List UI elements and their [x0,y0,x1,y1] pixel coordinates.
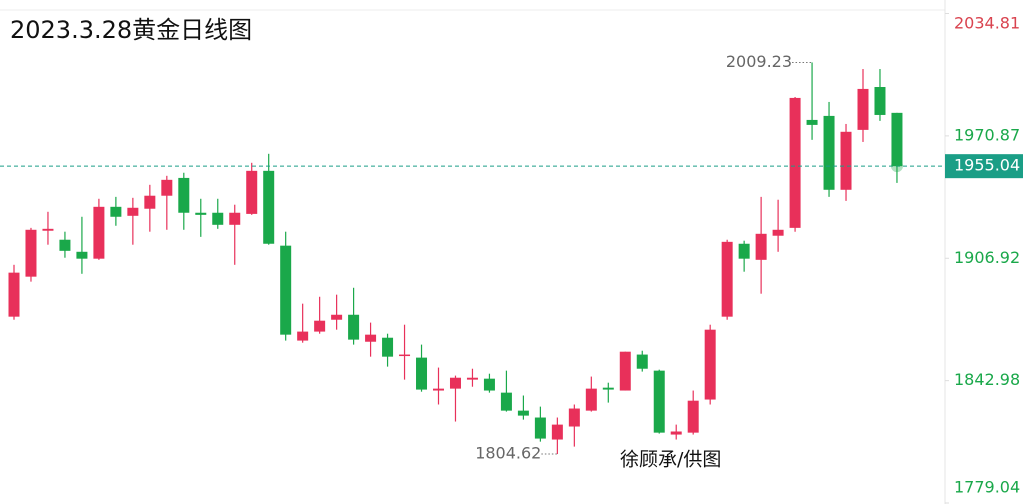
last-price-glow [890,160,903,173]
candle-body [602,387,614,390]
candle-body [568,408,580,427]
candle-body [416,357,428,390]
candle-body [466,377,478,380]
candle-body [806,119,818,125]
candle-body [127,207,139,216]
candle-body [670,431,682,435]
candle-body [144,195,156,209]
y-tick-label: 2034.81 [954,14,1020,33]
watermark: 徐顾承/供图 [620,449,721,471]
candle-body [704,329,716,400]
candle-body [195,212,207,215]
candle-body [246,170,258,214]
candle-body [738,243,750,259]
candle-body [636,354,648,369]
candle-body [280,245,292,335]
candle-body [823,115,835,190]
candle-body [857,88,869,130]
candle-body [755,233,767,260]
candle-body [653,370,665,433]
y-tick-label: 1906.92 [954,248,1020,267]
candle-body [93,206,105,259]
candle-body [314,320,326,332]
candle-body [585,388,597,411]
candle-body [297,331,309,341]
max-label: 2009.23 [726,52,792,71]
candle-body [229,212,241,225]
candle-body [263,170,275,244]
candle-body [619,351,631,391]
candle-body [348,314,360,340]
candle-body [687,400,699,433]
candle-body [500,392,512,411]
candle-body [483,378,495,391]
candle-body [331,314,343,320]
candle-body [42,228,54,231]
candle-body [534,417,546,439]
candle-body [551,424,563,440]
y-tick-label: 1842.98 [954,370,1020,389]
min-label: 1804.62 [475,444,541,463]
y-tick-label: 1779.04 [954,478,1020,497]
candle-body [365,334,377,342]
candle-body [59,239,71,251]
candle-body [433,388,444,391]
candle-body [110,206,122,217]
candle-body [8,272,20,317]
candle-body [449,377,461,389]
last-price-label: 1955.04 [954,156,1020,175]
candle-body [517,410,529,416]
candle-body [874,87,886,115]
candle-body [891,112,903,167]
candle-body [789,97,801,228]
candle-body [25,229,37,277]
candle-body [840,131,852,190]
chart-title: 2023.3.28黄金日线图 [10,16,252,44]
candle-body [212,212,224,225]
candle-body [721,241,733,317]
candle-body [382,337,394,357]
candle-body [178,177,190,213]
candle-body [161,179,173,196]
candle-body [772,229,784,236]
candle-body [76,251,88,259]
y-tick-label: 1970.87 [954,125,1020,144]
candle-body [399,354,411,357]
last-price-box [945,154,1023,179]
